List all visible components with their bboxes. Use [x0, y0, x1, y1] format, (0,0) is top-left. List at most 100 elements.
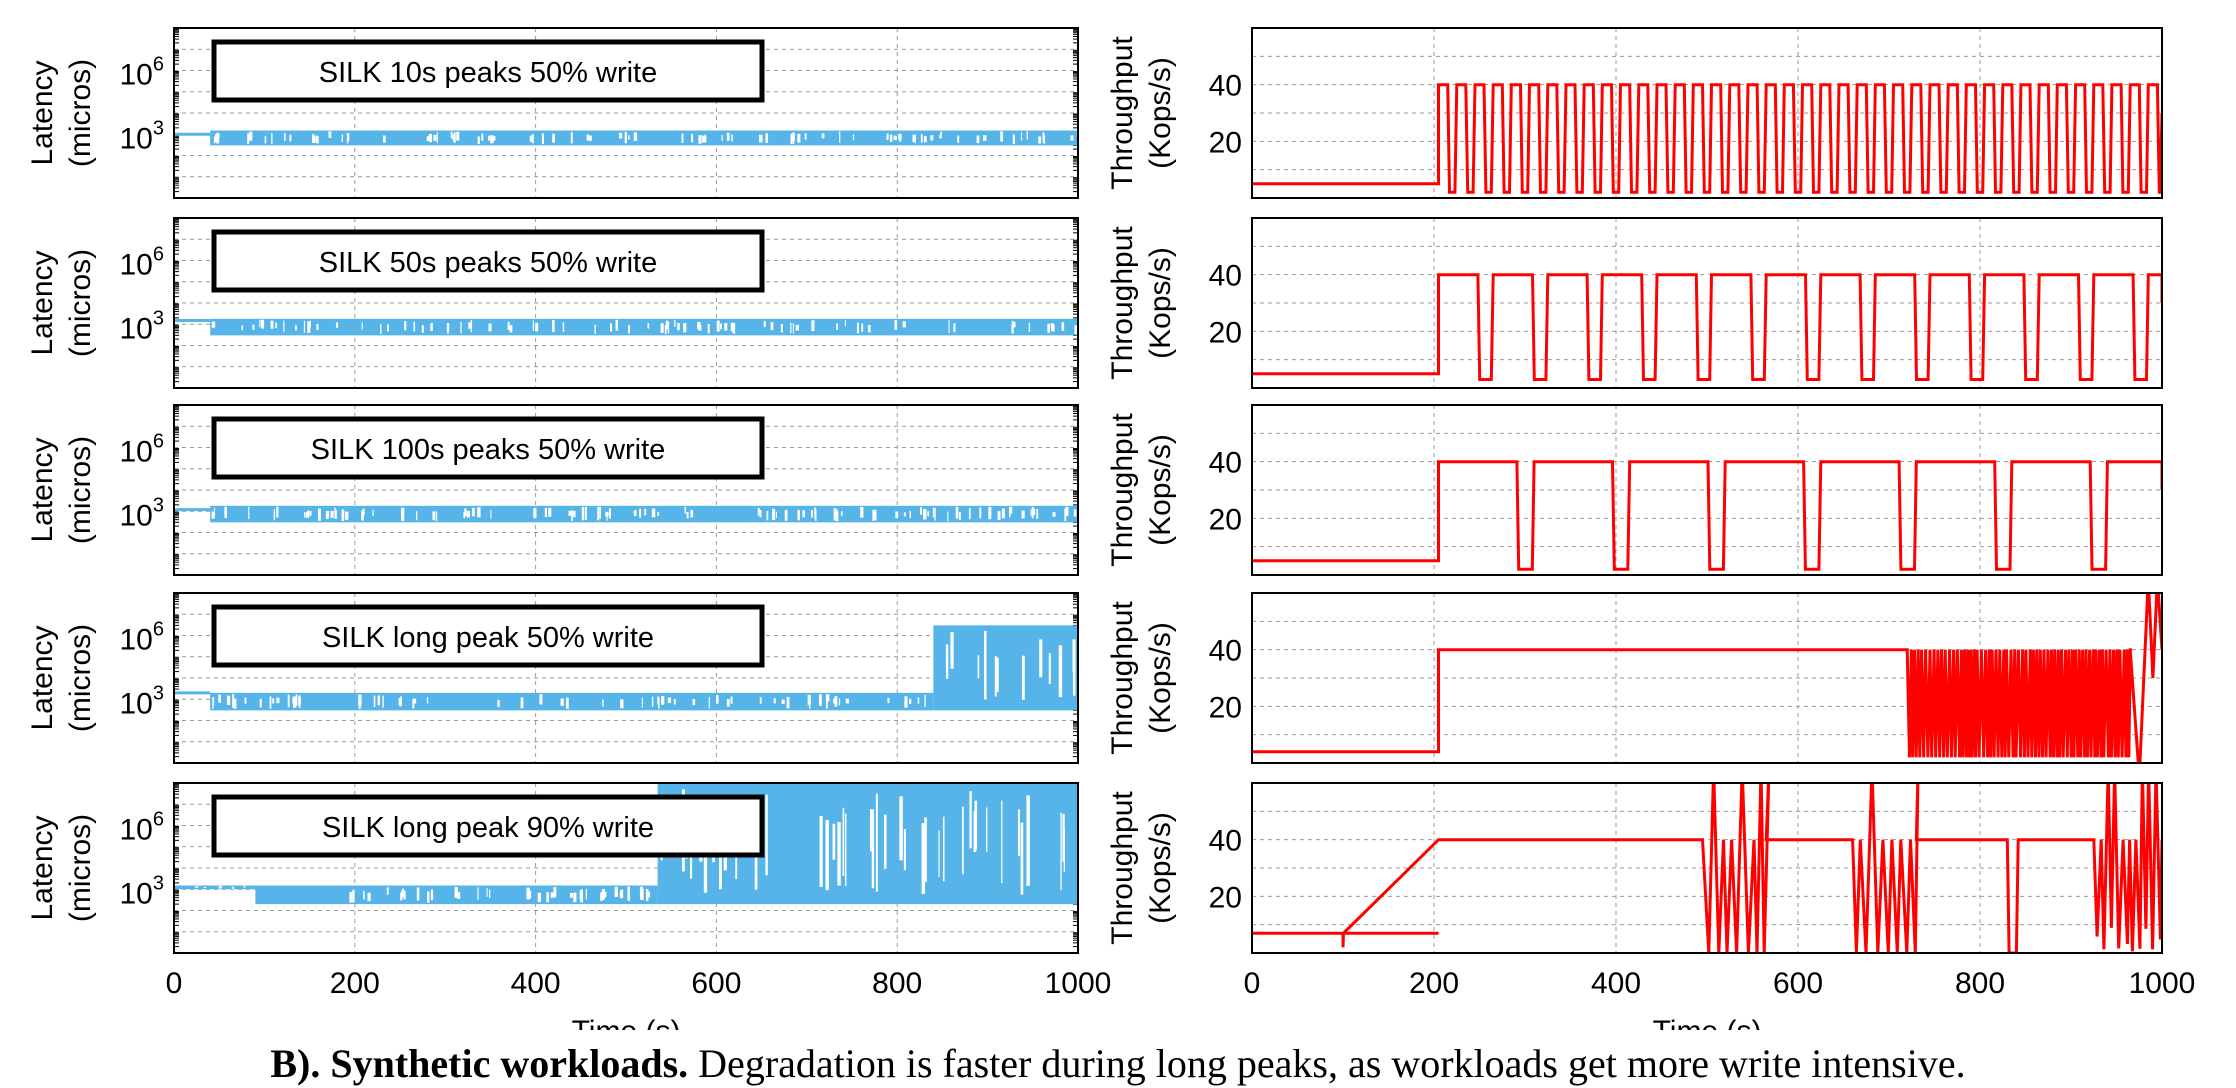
- latency-gap: [311, 134, 315, 143]
- latency-gap: [276, 506, 279, 518]
- latency-gap: [334, 507, 336, 516]
- latency-gap: [698, 135, 702, 144]
- y-axis-label: Latency: [26, 625, 59, 730]
- y-axis-label: Throughput: [1106, 601, 1139, 755]
- latency-gap: [447, 323, 449, 334]
- y-tick-label: 103: [120, 307, 165, 345]
- latency-gap: [870, 809, 872, 852]
- x-axis-left: 0 200 400 600 800 1000 Time (s): [166, 967, 1112, 1048]
- panel-title: SILK 10s peaks 50% write: [319, 57, 658, 89]
- latency-gap: [481, 133, 484, 141]
- latency-gap: [269, 696, 272, 709]
- caption-bold: B). Synthetic workloads.: [270, 1041, 689, 1086]
- latency-gap: [398, 697, 400, 706]
- latency-gap: [921, 823, 925, 894]
- latency-gap: [873, 509, 877, 521]
- latency-gap: [726, 698, 730, 707]
- x-tick-label: 800: [872, 967, 922, 1000]
- x-tick-label: 200: [1409, 967, 1459, 1000]
- y-axis-label-unit: (Kops/s): [1144, 57, 1177, 169]
- latency-gap: [940, 131, 942, 139]
- latency-gap: [416, 887, 420, 901]
- latency-gap: [435, 511, 438, 522]
- latency-gap: [943, 816, 945, 882]
- latency-gap: [661, 695, 665, 705]
- latency-gap: [463, 511, 466, 519]
- latency-gap: [264, 136, 267, 144]
- latency-gap: [757, 508, 760, 516]
- latency-gap: [784, 509, 788, 521]
- latency-gap: [702, 135, 706, 143]
- latency-gap: [939, 134, 941, 139]
- latency-gap: [875, 793, 878, 892]
- latency-gap: [651, 696, 654, 707]
- latency-gap: [241, 325, 244, 331]
- latency-gap: [492, 135, 496, 141]
- latency-gap: [571, 510, 573, 521]
- latency-gap: [797, 509, 800, 521]
- latency-gap: [539, 694, 543, 705]
- latency-gap: [903, 512, 906, 517]
- latency-gap: [716, 695, 719, 704]
- latency-gap: [213, 136, 216, 144]
- latency-gap: [730, 696, 733, 704]
- latency-gap: [792, 132, 795, 144]
- latency-gap: [903, 829, 906, 871]
- latency-gap: [647, 323, 650, 329]
- x-tick-label: 400: [1591, 967, 1641, 1000]
- latency-gap: [719, 323, 722, 330]
- latency-gap: [466, 510, 470, 518]
- latency-gap: [726, 132, 730, 141]
- latency-gap: [731, 134, 733, 142]
- latency-gap: [317, 135, 319, 144]
- latency-gap: [1047, 323, 1050, 333]
- latency-gap: [976, 135, 980, 144]
- y-axis-label-unit: (Kops/s): [1144, 247, 1177, 359]
- latency-gap: [732, 324, 735, 334]
- latency-gap: [627, 886, 631, 901]
- latency-gap: [721, 134, 723, 142]
- latency-gap: [772, 508, 776, 521]
- y-axis-label-unit: (micros): [64, 249, 97, 357]
- latency-gap: [373, 695, 376, 708]
- y-tick-label: 20: [1209, 316, 1242, 349]
- latency-gap: [488, 135, 490, 141]
- latency-gap: [763, 320, 766, 327]
- throughput-panel-4: 20 40 Throughput (Kops/s): [1106, 592, 2163, 764]
- latency-band: [210, 692, 934, 711]
- latency-gap: [309, 510, 312, 516]
- latency-gap: [973, 811, 977, 852]
- latency-gap: [677, 323, 680, 331]
- latency-gap: [218, 885, 222, 889]
- latency-gap: [1020, 822, 1024, 895]
- latency-gap: [924, 694, 926, 708]
- latency-gap: [945, 644, 949, 679]
- y-axis-label-unit: (micros): [64, 436, 97, 544]
- latency-gap: [1012, 134, 1015, 145]
- throughput-line: [1252, 460, 2162, 571]
- y-axis-label: Latency: [26, 60, 59, 165]
- latency-gap: [834, 696, 838, 707]
- latency-gap: [658, 698, 660, 709]
- latency-gap: [923, 136, 927, 143]
- latency-gap: [950, 632, 954, 669]
- latency-gap: [790, 322, 792, 334]
- latency-gap: [580, 889, 584, 903]
- latency-gap: [1001, 800, 1003, 884]
- latency-gap: [585, 889, 587, 900]
- latency-gap: [383, 135, 386, 143]
- latency-gap: [759, 509, 762, 518]
- latency-gap: [1060, 812, 1062, 891]
- latency-gap: [838, 698, 841, 706]
- latency-gap: [450, 131, 453, 139]
- latency-gap: [856, 322, 860, 334]
- latency-gap: [927, 511, 930, 517]
- latency-gap: [1031, 506, 1034, 519]
- latency-gap: [684, 506, 686, 514]
- latency-gap: [456, 892, 461, 899]
- panel-title-box: [211, 604, 765, 668]
- latency-gap: [819, 816, 823, 888]
- latency-gap: [252, 324, 255, 330]
- latency-gap: [842, 807, 845, 877]
- latency-gap: [345, 511, 349, 520]
